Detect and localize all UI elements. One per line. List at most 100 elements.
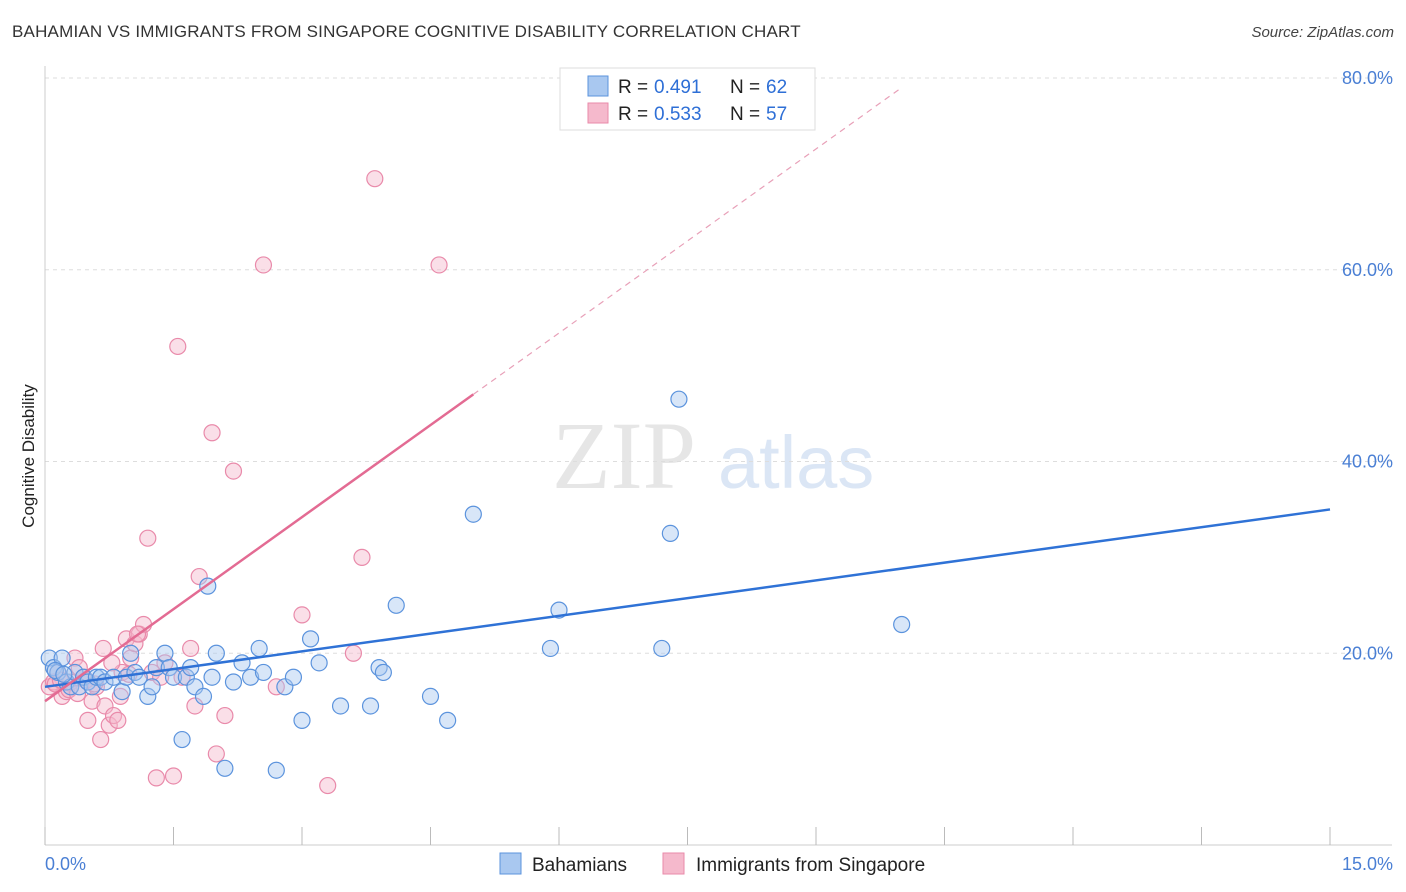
data-point-singapore — [139, 529, 157, 547]
data-point-bahamians — [250, 639, 268, 658]
data-point-singapore — [344, 644, 362, 662]
data-point-bahamians — [143, 678, 161, 696]
legend-swatch-blue — [587, 75, 609, 97]
series-immigrants-from-singapore-points — [40, 170, 448, 795]
data-point-singapore — [254, 256, 273, 274]
data-point-bahamians — [113, 682, 131, 701]
data-point-singapore — [203, 424, 221, 442]
data-point-bahamians — [254, 663, 273, 682]
data-point-bahamians — [893, 615, 911, 634]
y-tick-label: 20.0% — [1342, 643, 1393, 663]
data-point-bahamians — [83, 678, 101, 696]
data-point-bahamians — [464, 505, 482, 523]
data-point-bahamians — [267, 761, 285, 779]
data-point-singapore — [366, 170, 384, 188]
legend-swatch-bahamians — [499, 852, 522, 875]
watermark-zip: ZIP — [552, 402, 696, 509]
data-point-singapore — [147, 769, 165, 787]
x-tick-label-end: 15.0% — [1342, 854, 1393, 874]
data-point-singapore — [92, 730, 110, 749]
data-point-singapore — [190, 567, 208, 586]
data-point-bahamians — [670, 390, 688, 408]
data-point-bahamians — [242, 668, 260, 686]
data-point-bahamians — [331, 697, 350, 715]
legend-swatch-singapore — [662, 852, 685, 875]
watermark-atlas: atlas — [718, 421, 874, 504]
data-point-bahamians — [194, 687, 213, 705]
data-point-bahamians — [233, 654, 251, 672]
data-point-singapore — [293, 606, 311, 624]
data-point-singapore — [353, 548, 371, 566]
trend-line-singapore — [44, 393, 475, 703]
data-point-bahamians — [284, 668, 303, 686]
data-point-singapore — [164, 767, 183, 785]
data-point-bahamians — [173, 730, 191, 749]
legend-n-value-2: 57 — [766, 104, 787, 125]
series-legend: Bahamians Immigrants from Singapore — [499, 852, 925, 876]
trend-line-bahamians — [44, 508, 1331, 689]
trend-lines — [44, 87, 1331, 703]
data-point-bahamians — [421, 687, 440, 705]
data-point-bahamians — [122, 644, 140, 662]
data-point-bahamians — [276, 678, 294, 696]
data-point-singapore — [169, 337, 187, 356]
data-point-bahamians — [224, 673, 243, 691]
data-point-bahamians — [301, 630, 320, 648]
data-point-singapore — [79, 711, 97, 729]
legend-label-bahamians: Bahamians — [532, 855, 627, 876]
data-point-singapore — [96, 697, 114, 715]
x-tick-labels: 0.0% 15.0% — [45, 854, 1393, 874]
legend-label-singapore: Immigrants from Singapore — [696, 855, 925, 876]
y-tick-labels: 20.0% 40.0% 60.0% 80.0% — [1342, 68, 1393, 663]
data-point-bahamians — [653, 639, 671, 658]
data-point-bahamians — [207, 644, 225, 662]
chart-title: BAHAMIAN VS IMMIGRANTS FROM SINGAPORE CO… — [12, 22, 801, 41]
data-point-singapore — [66, 649, 84, 667]
legend-n-value-1: 62 — [766, 77, 787, 98]
data-point-bahamians — [186, 678, 204, 696]
data-point-singapore — [182, 639, 200, 658]
data-point-bahamians — [541, 639, 560, 658]
data-point-singapore — [430, 256, 448, 274]
data-point-singapore — [109, 711, 127, 729]
x-tick-label-start: 0.0% — [45, 854, 86, 874]
legend-n-label-1: N = — [730, 77, 760, 98]
stats-legend: R = 0.491 N = 62 R = 0.533 N = 57 — [559, 67, 816, 131]
data-point-bahamians — [156, 644, 174, 662]
data-point-singapore — [94, 639, 112, 658]
data-point-bahamians — [661, 524, 679, 543]
data-point-bahamians — [439, 711, 457, 729]
series-bahamians-points — [40, 390, 911, 779]
y-tick-label: 80.0% — [1342, 68, 1393, 88]
y-tick-label: 40.0% — [1342, 452, 1393, 472]
legend-swatch-pink — [587, 102, 609, 124]
data-point-bahamians — [203, 668, 221, 686]
y-axis-label: Cognitive Disability — [19, 384, 38, 528]
trend-line-singapore-extension — [472, 87, 903, 395]
data-point-bahamians — [387, 596, 405, 614]
data-point-singapore — [319, 776, 337, 795]
source-label: Source: ZipAtlas.com — [1251, 24, 1394, 41]
data-point-bahamians — [46, 661, 64, 680]
data-point-singapore — [216, 706, 234, 725]
data-point-bahamians — [374, 663, 392, 682]
data-point-bahamians — [361, 697, 380, 715]
data-point-bahamians — [293, 711, 311, 729]
legend-r-label-2: R = — [618, 104, 648, 125]
y-tick-label: 60.0% — [1342, 260, 1393, 280]
data-point-bahamians — [177, 668, 195, 686]
data-point-singapore — [207, 745, 225, 763]
data-point-singapore — [224, 462, 243, 480]
data-point-bahamians — [139, 687, 157, 705]
data-point-singapore — [186, 697, 204, 715]
data-point-bahamians — [216, 759, 234, 777]
axes — [44, 66, 1392, 846]
legend-r-value-2: 0.533 — [654, 104, 702, 125]
data-point-bahamians — [55, 665, 73, 683]
legend-r-value-1: 0.491 — [654, 77, 702, 98]
gridlines — [45, 77, 1392, 654]
legend-n-label-2: N = — [730, 104, 760, 125]
data-point-singapore — [68, 684, 87, 703]
data-point-singapore — [100, 716, 118, 734]
